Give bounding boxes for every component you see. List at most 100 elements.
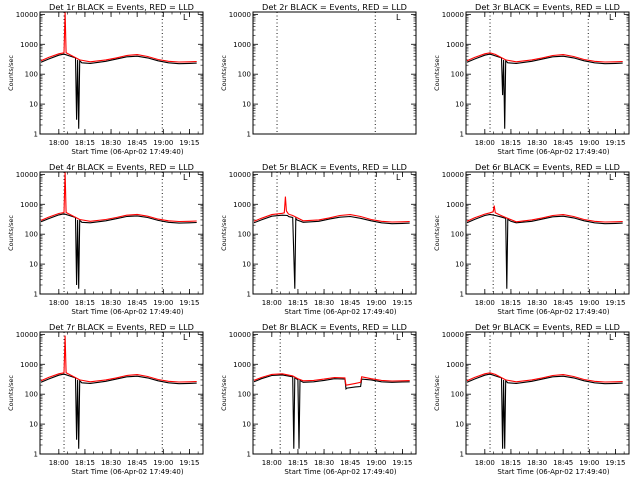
x-tick-label: 18:30 bbox=[101, 299, 121, 307]
series-line-lld bbox=[253, 196, 410, 223]
y-tick-label: 100 bbox=[25, 231, 38, 239]
series-line-lld bbox=[466, 52, 623, 63]
x-tick-label: 18:45 bbox=[127, 299, 147, 307]
y-tick-label: 1 bbox=[247, 451, 251, 459]
y-tick-label: 100 bbox=[238, 231, 251, 239]
marker-label: L bbox=[396, 173, 401, 182]
panel-det-1: Det 1r BLACK = Events, RED = LLD Counts/s… bbox=[7, 2, 204, 156]
y-tick-label: 1 bbox=[247, 291, 251, 299]
panel-title: Det 2r BLACK = Events, RED = LLD bbox=[262, 2, 407, 12]
x-tick-label: 19:00 bbox=[366, 459, 386, 467]
x-tick-label: 18:45 bbox=[127, 139, 147, 147]
x-tick-label: 19:15 bbox=[179, 299, 199, 307]
y-tick-label: 10000 bbox=[442, 331, 464, 339]
y-tick-label: 1000 bbox=[233, 361, 251, 369]
x-tick-label: 18:30 bbox=[101, 459, 121, 467]
x-tick-label: 18:15 bbox=[75, 139, 95, 147]
x-tick-label: 19:00 bbox=[153, 299, 173, 307]
x-tick-label: 18:00 bbox=[49, 459, 69, 467]
y-tick-label: 100 bbox=[451, 391, 464, 399]
series-line-lld bbox=[40, 171, 197, 223]
panel-det-5: Det 5r BLACK = Events, RED = LLD Counts/s… bbox=[220, 162, 417, 316]
y-tick-label: 100 bbox=[25, 71, 38, 79]
x-tick-label: 18:15 bbox=[501, 299, 521, 307]
y-tick-label: 1 bbox=[34, 291, 38, 299]
x-tick-label: 18:30 bbox=[527, 139, 547, 147]
y-tick-label: 10000 bbox=[229, 331, 251, 339]
y-tick-label: 10000 bbox=[229, 171, 251, 179]
x-tick-label: 18:45 bbox=[340, 459, 360, 467]
x-tick-label: 18:45 bbox=[127, 459, 147, 467]
series-line-lld bbox=[253, 373, 410, 386]
panel-frame bbox=[252, 171, 417, 295]
x-tick-label: 18:00 bbox=[49, 139, 69, 147]
y-tick-label: 1000 bbox=[20, 41, 38, 49]
panel-title: Det 5r BLACK = Events, RED = LLD bbox=[262, 162, 407, 172]
x-tick-label: 18:30 bbox=[527, 299, 547, 307]
y-tick-label: 10 bbox=[455, 101, 464, 109]
x-tick-label: 18:15 bbox=[501, 139, 521, 147]
x-tick-label: 19:00 bbox=[153, 459, 173, 467]
series-line-lld bbox=[40, 335, 197, 383]
x-tick-label: 18:00 bbox=[262, 459, 282, 467]
x-tick-label: 19:15 bbox=[605, 299, 625, 307]
panel-frame bbox=[465, 331, 630, 455]
panel-title: Det 6r BLACK = Events, RED = LLD bbox=[475, 162, 620, 172]
y-tick-label: 1 bbox=[460, 131, 464, 139]
x-tick-label: 19:15 bbox=[392, 459, 412, 467]
panel-frame bbox=[39, 11, 204, 135]
series-line-events bbox=[40, 373, 197, 449]
y-tick-label: 1 bbox=[34, 451, 38, 459]
y-tick-label: 10 bbox=[455, 421, 464, 429]
x-tick-label: 19:00 bbox=[579, 299, 599, 307]
y-tick-label: 10000 bbox=[16, 331, 38, 339]
y-tick-label: 100 bbox=[238, 71, 251, 79]
y-tick-label: 1000 bbox=[446, 361, 464, 369]
y-tick-label: 1 bbox=[34, 131, 38, 139]
x-axis-label: Start Time (06-Apr-02 17:49:40) bbox=[497, 308, 609, 316]
x-tick-label: 18:15 bbox=[75, 299, 95, 307]
x-tick-label: 19:00 bbox=[366, 299, 386, 307]
x-axis-label: Start Time (06-Apr-02 17:49:40) bbox=[497, 468, 609, 476]
series-line-events bbox=[253, 374, 410, 449]
x-tick-label: 18:15 bbox=[288, 459, 308, 467]
panel-det-2: Det 2r BLACK = Events, RED = LLD Counts/s… bbox=[220, 2, 417, 139]
series-line-lld bbox=[466, 205, 623, 223]
panel-title: Det 7r BLACK = Events, RED = LLD bbox=[49, 322, 194, 332]
x-tick-label: 18:15 bbox=[501, 459, 521, 467]
x-tick-label: 18:45 bbox=[553, 459, 573, 467]
x-tick-label: 18:30 bbox=[527, 459, 547, 467]
y-tick-label: 100 bbox=[451, 71, 464, 79]
y-axis-label: Counts/sec bbox=[220, 375, 228, 411]
panel-title: Det 3r BLACK = Events, RED = LLD bbox=[475, 2, 620, 12]
panel-frame bbox=[465, 11, 630, 135]
x-tick-label: 18:00 bbox=[49, 299, 69, 307]
series-line-events bbox=[466, 373, 623, 449]
panel-title: Det 4r BLACK = Events, RED = LLD bbox=[49, 162, 194, 172]
y-axis-label: Counts/sec bbox=[220, 215, 228, 251]
x-tick-label: 18:45 bbox=[553, 299, 573, 307]
y-tick-label: 100 bbox=[451, 231, 464, 239]
panel-frame bbox=[465, 171, 630, 295]
x-tick-label: 19:15 bbox=[392, 299, 412, 307]
series-line-events bbox=[466, 53, 623, 129]
x-tick-label: 18:00 bbox=[475, 459, 495, 467]
y-tick-label: 10 bbox=[242, 101, 251, 109]
marker-label: L bbox=[609, 333, 614, 342]
panel-frame bbox=[39, 331, 204, 455]
panel-det-9: Det 9r BLACK = Events, RED = LLD Counts/s… bbox=[433, 322, 630, 476]
x-tick-label: 18:00 bbox=[475, 299, 495, 307]
marker-label: L bbox=[396, 13, 401, 22]
x-tick-label: 19:00 bbox=[579, 139, 599, 147]
y-tick-label: 10 bbox=[242, 421, 251, 429]
panel-det-3: Det 3r BLACK = Events, RED = LLD Counts/s… bbox=[433, 2, 630, 156]
x-tick-label: 19:15 bbox=[605, 459, 625, 467]
x-tick-label: 18:30 bbox=[314, 459, 334, 467]
x-tick-label: 19:00 bbox=[579, 459, 599, 467]
panel-title: Det 9r BLACK = Events, RED = LLD bbox=[475, 322, 620, 332]
x-tick-label: 18:30 bbox=[101, 139, 121, 147]
x-axis-label: Start Time (06-Apr-02 17:49:40) bbox=[284, 468, 396, 476]
x-axis-label: Start Time (06-Apr-02 17:49:40) bbox=[284, 308, 396, 316]
y-tick-label: 1 bbox=[247, 131, 251, 139]
